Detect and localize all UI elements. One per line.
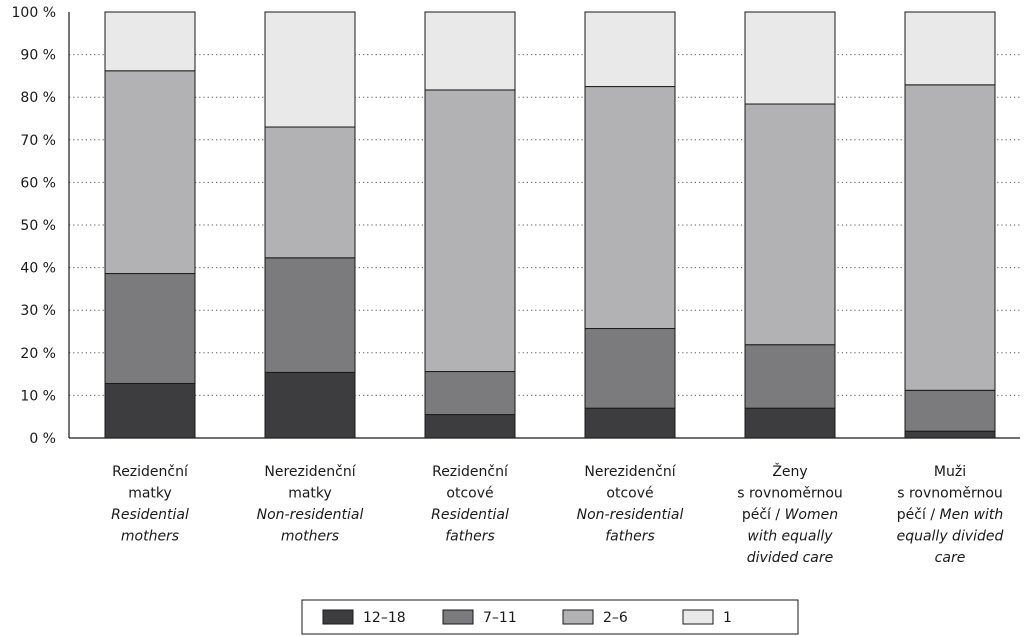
- x-category-label: otcové: [446, 486, 493, 502]
- x-category-label: divided care: [747, 550, 833, 566]
- bar-segment: [904, 389, 996, 432]
- legend-label: 12–18: [363, 610, 406, 626]
- y-tick-label: 80 %: [20, 90, 56, 106]
- bar-segment: [104, 70, 196, 275]
- bar-segment: [104, 11, 196, 72]
- x-category-label: Muži: [934, 464, 966, 480]
- x-category-label: s rovnoměrnou: [737, 486, 843, 502]
- x-category-label: mothers: [281, 529, 339, 545]
- bar-segment: [424, 414, 516, 439]
- x-category-label: Non-residential: [257, 507, 364, 523]
- x-category-label: Residential: [431, 507, 509, 523]
- bar-segment: [744, 407, 836, 439]
- bar-segment: [584, 86, 676, 330]
- y-tick-label: 90 %: [20, 48, 56, 64]
- x-category-label: Rezidenční: [112, 464, 189, 480]
- bar-segment: [264, 257, 356, 373]
- y-tick-label: 30 %: [20, 303, 56, 319]
- y-tick-label: 20 %: [20, 346, 56, 362]
- bar-segment: [584, 11, 676, 88]
- legend-swatch: [682, 609, 714, 625]
- x-category-label: Non-residential: [577, 507, 684, 523]
- x-category-label: s rovnoměrnou: [897, 486, 1003, 502]
- bar-segment: [744, 11, 836, 105]
- bar-segment: [744, 344, 836, 409]
- bar-segment: [264, 11, 356, 128]
- y-tick-label: 100 %: [12, 5, 56, 21]
- y-tick-label: 70 %: [20, 133, 56, 149]
- y-tick-label: 50 %: [20, 218, 56, 234]
- bar-segment: [104, 273, 196, 384]
- bar-segment: [424, 11, 516, 91]
- legend-swatch: [442, 609, 474, 625]
- legend-label: 1: [723, 610, 732, 626]
- x-category-label: otcové: [606, 486, 653, 502]
- x-category-label: fathers: [445, 529, 495, 545]
- x-category-label: mothers: [121, 529, 179, 545]
- y-tick-label: 60 %: [20, 175, 56, 191]
- y-tick-label: 0 %: [29, 431, 56, 447]
- bar-segment: [264, 126, 356, 259]
- bar-segment: [904, 11, 996, 86]
- x-category-label: péčí / Men with: [897, 507, 1003, 523]
- x-category-label: péčí / Women: [742, 507, 838, 523]
- legend-label: 2–6: [603, 610, 628, 626]
- x-category-label: matky: [128, 486, 172, 502]
- y-tick-label: 10 %: [20, 388, 56, 404]
- x-category-label: Nerezidenční: [584, 464, 676, 480]
- x-category-label: care: [935, 550, 966, 566]
- legend-box: [301, 599, 799, 635]
- bar-segment: [424, 371, 516, 416]
- x-category-label: equally divided: [897, 529, 1004, 545]
- x-category-label: fathers: [605, 529, 655, 545]
- bar-segment: [584, 407, 676, 439]
- bar-segment: [584, 328, 676, 409]
- x-category-label: with equally: [747, 529, 833, 545]
- legend-swatch: [322, 609, 354, 625]
- bar-segment: [104, 382, 196, 439]
- bar-segment: [904, 430, 996, 439]
- y-tick-label: 40 %: [20, 261, 56, 277]
- x-category-label: Nerezidenční: [264, 464, 356, 480]
- x-category-label: matky: [288, 486, 332, 502]
- x-category-label: Residential: [111, 507, 189, 523]
- bar-segment: [904, 84, 996, 391]
- x-category-label: Ženy: [772, 462, 807, 480]
- bar-segment: [264, 371, 356, 439]
- legend-label: 7–11: [483, 610, 517, 626]
- bar-segment: [424, 89, 516, 373]
- bar-segment: [744, 103, 836, 346]
- x-category-label: Rezidenční: [432, 464, 509, 480]
- legend-swatch: [562, 609, 594, 625]
